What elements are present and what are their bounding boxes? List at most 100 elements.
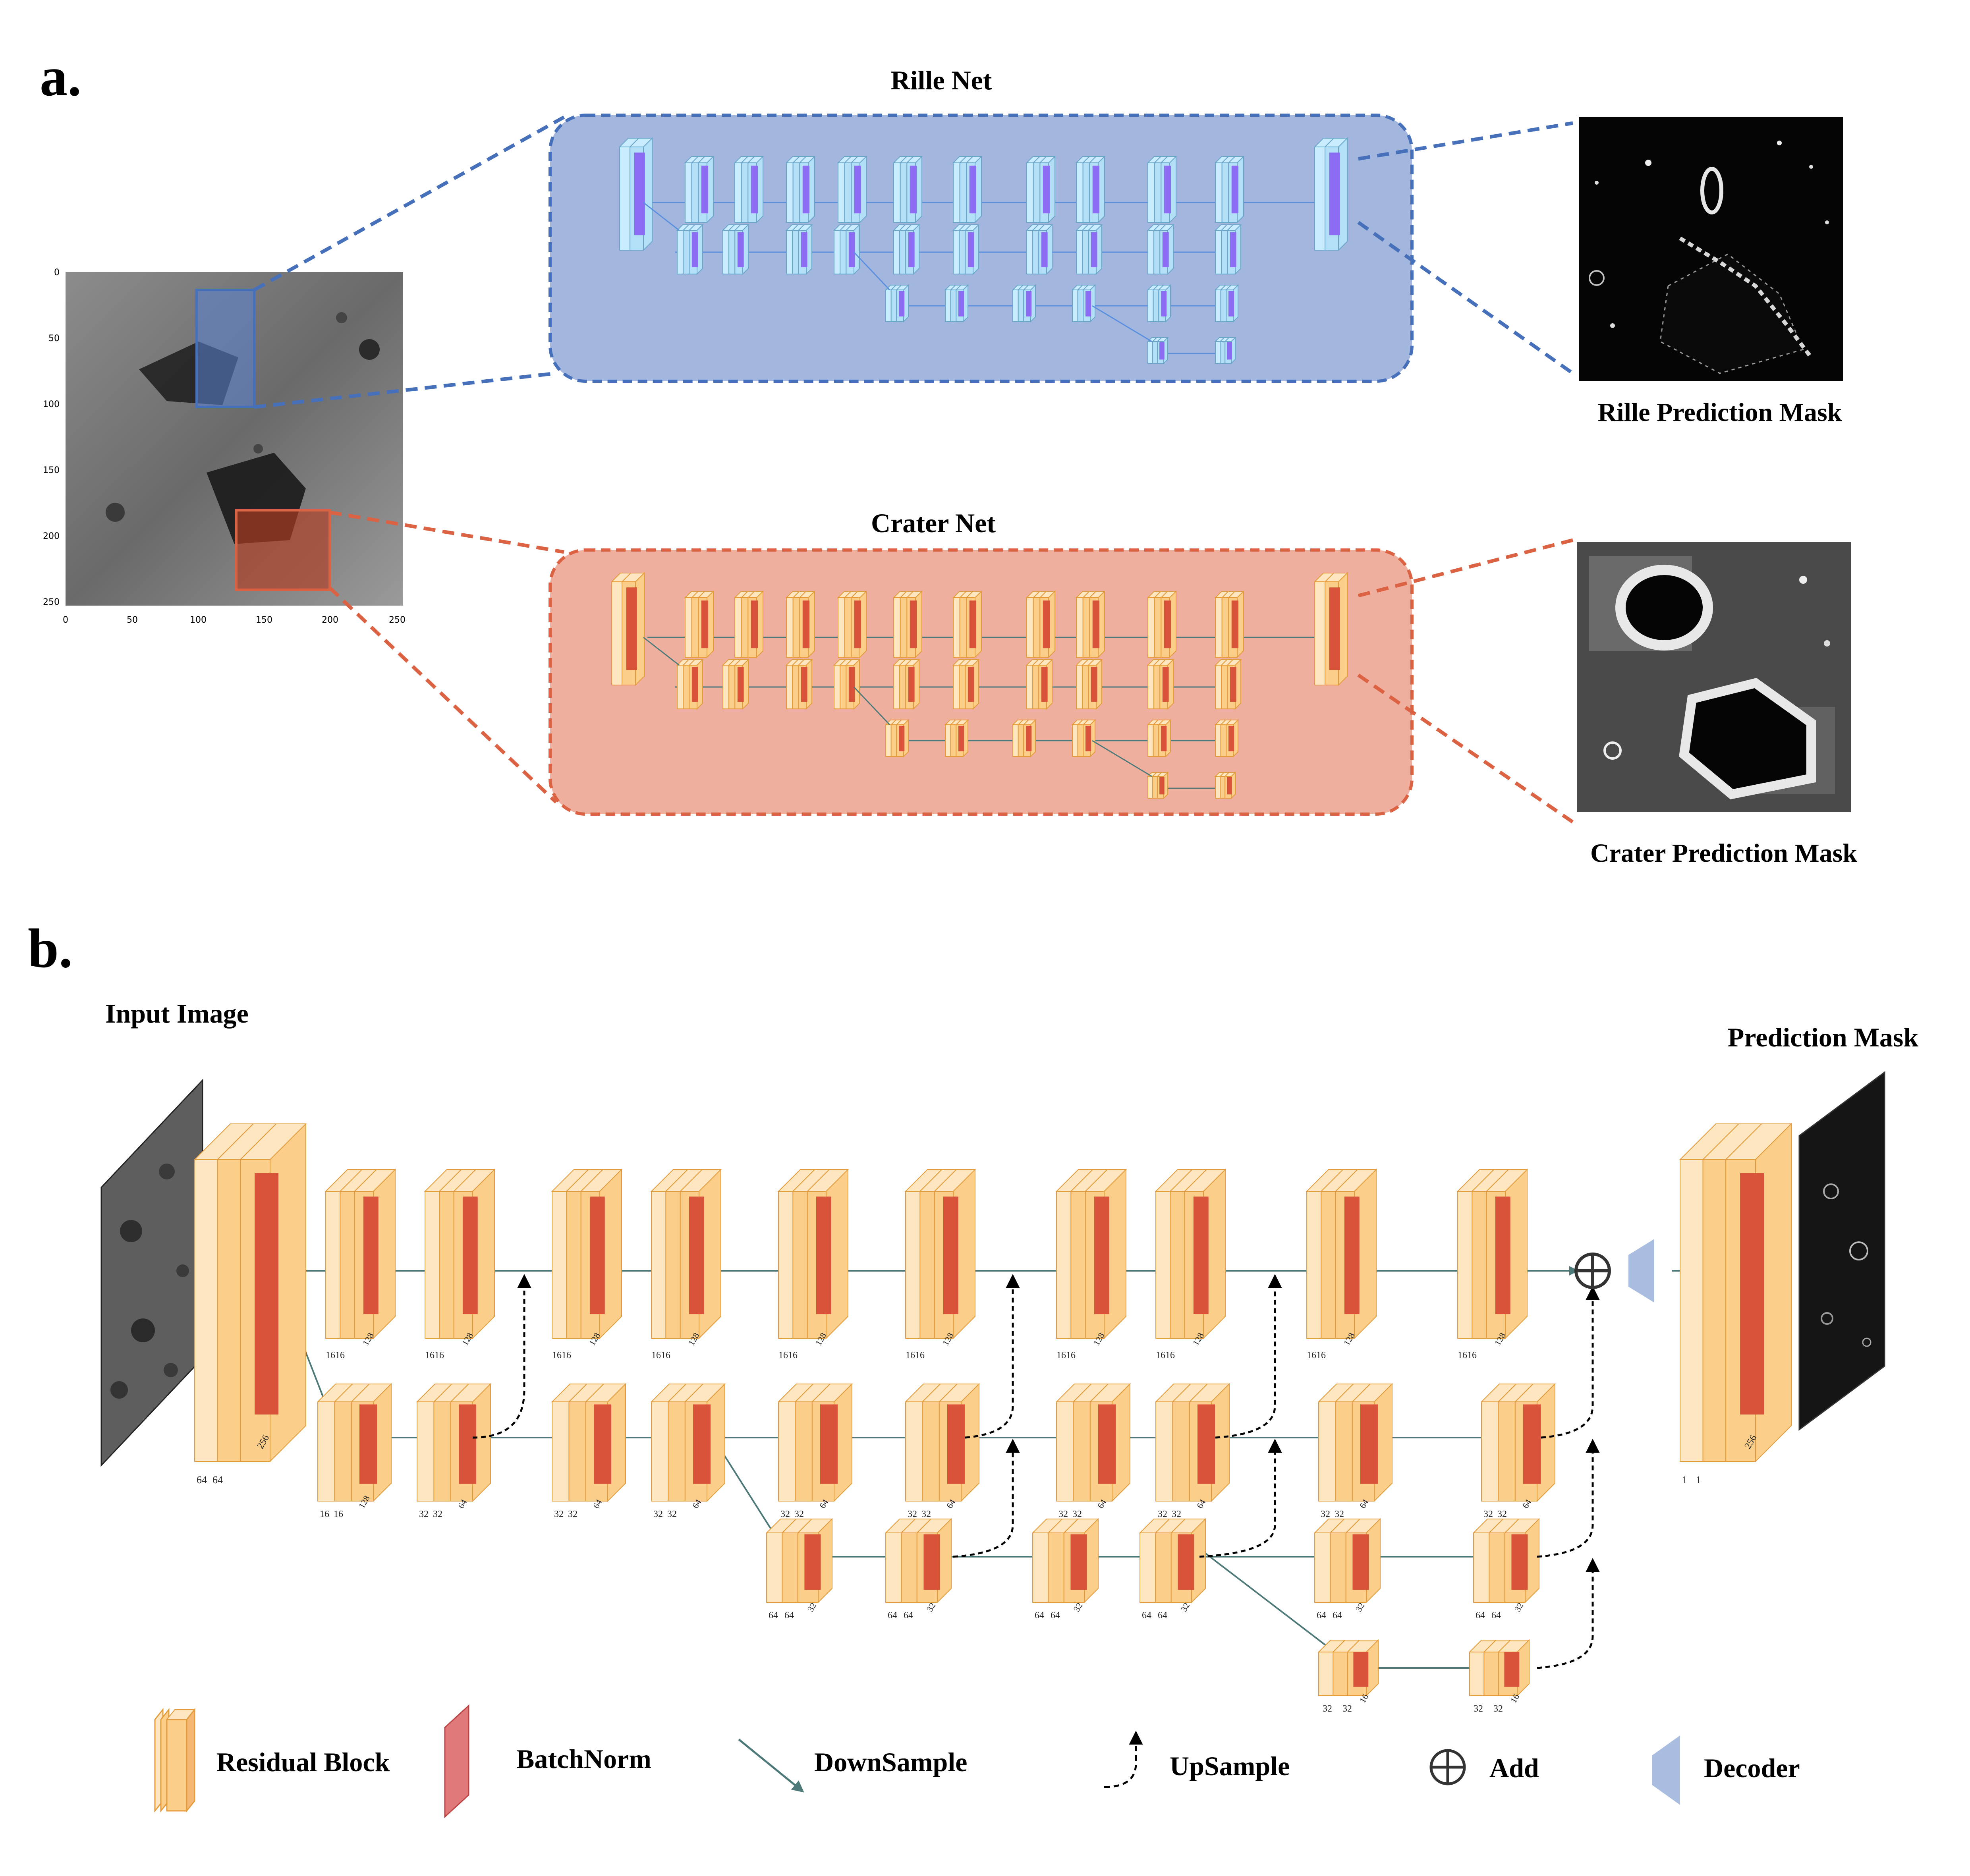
x-tick-label: 0	[63, 615, 68, 625]
dimension-label: 1616	[1307, 1350, 1326, 1361]
crater-prediction-mask	[1577, 542, 1851, 812]
encoder-block	[1075, 658, 1103, 710]
encoder-block	[892, 224, 920, 275]
upsample-arrow	[1541, 1286, 1600, 1439]
encoder-block	[684, 590, 715, 658]
input-lunar-image: 0 50 100 150 200 250 0 50 100 150 200 25…	[43, 268, 406, 625]
legend-downsample-label: DownSample	[814, 1747, 967, 1777]
connection-arrow	[1092, 740, 1152, 777]
encoder-block	[684, 155, 715, 224]
y-tick-label: 0	[54, 268, 60, 278]
encoder-block	[1214, 590, 1245, 658]
dimension-label: 32	[921, 1509, 931, 1519]
panel-a-label: a.	[40, 46, 81, 108]
encoder-block	[1026, 590, 1056, 658]
residual-block	[1313, 1518, 1381, 1604]
dimension-label: 32	[1321, 1509, 1330, 1519]
encoder-block	[952, 590, 983, 658]
dimension-label: 16	[320, 1509, 329, 1519]
residual-block	[551, 1168, 623, 1339]
dimension-label: 32	[653, 1509, 663, 1519]
residual-block	[317, 1383, 392, 1502]
encoder-block	[785, 590, 816, 658]
encoder-block	[1012, 719, 1037, 758]
dimension-label: 32	[433, 1509, 442, 1519]
legend-batchnorm-icon	[444, 1704, 469, 1818]
downsample-arrow	[1199, 1548, 1336, 1653]
crater-mark	[106, 503, 125, 522]
dimension-label: 1616	[778, 1350, 798, 1361]
legend-decoder-label: Decoder	[1704, 1753, 1800, 1783]
connection-arrow	[643, 637, 680, 666]
residual-block	[1480, 1383, 1556, 1502]
legend-upsample-label: UpSample	[1170, 1751, 1290, 1781]
dimension-label: 64	[1317, 1610, 1326, 1621]
residual-block	[324, 1168, 396, 1339]
dimension-label: 64	[904, 1610, 913, 1621]
encoder-block	[785, 224, 813, 275]
legend-upsample-icon	[1104, 1731, 1143, 1788]
encoder-block	[1071, 284, 1096, 323]
stem-block	[618, 137, 653, 251]
encoder-block	[1075, 155, 1106, 224]
crater-zoom-connectors	[328, 510, 1574, 824]
dimension-label: 32	[568, 1509, 577, 1519]
legend-residual-block-icon	[154, 1708, 196, 1813]
upsample-arrow	[1199, 1439, 1282, 1558]
y-tick-label: 200	[43, 531, 60, 541]
dimension-label: 32	[419, 1509, 429, 1519]
residual-block	[1055, 1168, 1127, 1339]
encoder-block	[676, 658, 704, 710]
residual-block	[1139, 1518, 1207, 1604]
rille-mask-caption: Rille Prediction Mask	[1598, 398, 1842, 427]
prediction-mask-slice	[1798, 1071, 1885, 1431]
encoder-block	[952, 155, 983, 224]
encoder-block	[1026, 155, 1056, 224]
upsample-arrow	[953, 1439, 1020, 1558]
legend-decoder-icon	[1652, 1735, 1680, 1805]
residual-block	[1456, 1168, 1528, 1339]
residual-block	[765, 1518, 833, 1604]
residual-block	[1055, 1383, 1131, 1502]
dimension-label: 32	[780, 1509, 790, 1519]
residual-block	[885, 1518, 952, 1604]
dimension-label: 1616	[1458, 1350, 1477, 1361]
encoder-block	[1147, 224, 1174, 275]
connection-arrow	[1092, 305, 1152, 342]
encoder-block	[837, 590, 867, 658]
encoder-block	[785, 658, 813, 710]
crater-region-box	[235, 509, 331, 591]
encoder-block	[944, 719, 969, 758]
encoder-block	[1026, 658, 1053, 710]
rille-prediction-mask	[1579, 117, 1843, 381]
connection-arrow	[853, 686, 890, 726]
stem-block	[193, 1123, 307, 1463]
connection-arrow	[853, 251, 890, 291]
dimension-label: 1616	[326, 1350, 345, 1361]
residual-block	[1317, 1383, 1393, 1502]
legend: Residual Block BatchNorm DownSample UpSa…	[154, 1704, 1800, 1818]
encoder-block	[722, 658, 749, 710]
residual-block	[551, 1383, 627, 1502]
head-block	[1679, 1123, 1792, 1463]
dimension-label: 32	[1342, 1704, 1352, 1714]
encoder-block	[952, 658, 980, 710]
legend-downsample-icon	[738, 1739, 804, 1793]
encoder-block	[885, 284, 910, 323]
prediction-mask-caption: Prediction Mask	[1728, 1022, 1919, 1052]
x-tick-label: 200	[322, 615, 338, 625]
dimension-label: 64	[1491, 1610, 1501, 1621]
dimension-label: 64	[1142, 1610, 1151, 1621]
crater-mark	[359, 339, 380, 360]
legend-add-icon	[1429, 1749, 1466, 1785]
upsample-arrow	[965, 1274, 1020, 1439]
x-tick-label: 50	[127, 615, 138, 625]
dimension-label: 32	[1058, 1509, 1068, 1519]
encoder-block	[1214, 771, 1236, 799]
decoder-block	[1628, 1239, 1654, 1303]
dimension-label: 1616	[651, 1350, 670, 1361]
dimension-label: 32	[1493, 1704, 1503, 1714]
residual-block	[1468, 1639, 1530, 1697]
dimension-label: 32	[1483, 1509, 1493, 1519]
connection-arrow	[643, 202, 680, 231]
